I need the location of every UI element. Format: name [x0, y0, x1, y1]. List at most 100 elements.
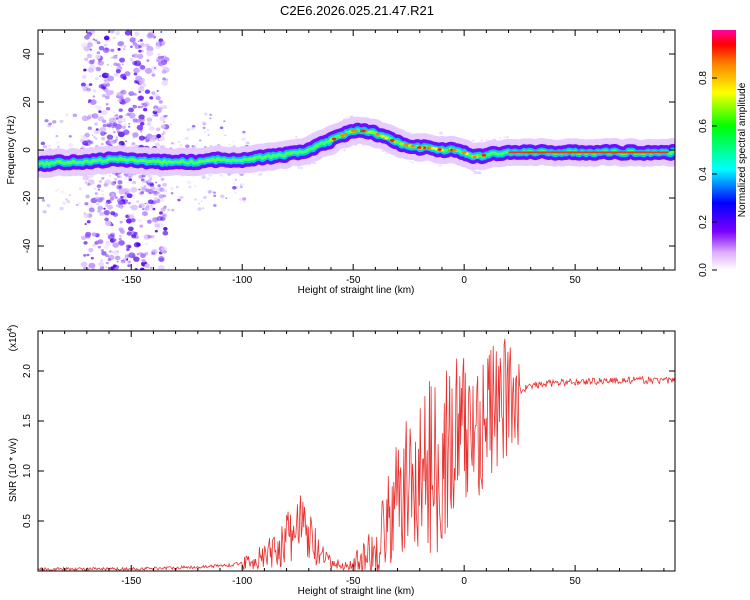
cloud-point [108, 117, 116, 124]
cloud-point [129, 58, 134, 62]
colorbar-tick-label: 0.4 [698, 167, 709, 181]
noise-point [170, 141, 174, 145]
cloud-point [127, 172, 134, 178]
noise-point [160, 144, 166, 148]
cloud-point [109, 193, 112, 196]
noise-point [82, 136, 87, 140]
cloud-point [137, 106, 141, 109]
noise-point [46, 204, 51, 208]
cloud-point [149, 177, 153, 180]
spectrogram-ytick-label: 0 [22, 147, 33, 153]
cloud-point [87, 143, 91, 146]
noise-point [89, 114, 94, 118]
noise-point [94, 122, 98, 126]
cloud-point [115, 256, 119, 259]
cloud-point [126, 193, 133, 199]
noise-point [128, 123, 131, 125]
cloud-point [162, 66, 167, 70]
cloud-point [103, 43, 108, 47]
noise-point [220, 194, 225, 199]
noise-point [149, 183, 155, 187]
noise-point [178, 206, 181, 209]
cloud-point [149, 205, 154, 209]
cloud-point [108, 175, 111, 177]
snr-panel: -150 -100 -50 0 50 0.5 1.0 1.5 2.0 Height of str… [7, 325, 676, 597]
cloud-point [89, 99, 97, 105]
cloud-point [110, 64, 113, 67]
cloud-point [145, 242, 148, 245]
cloud-point [124, 30, 132, 36]
cloud-point [85, 194, 90, 199]
cloud-point [144, 263, 150, 269]
cloud-point [160, 207, 166, 212]
noise-point [136, 200, 140, 203]
cloud-point [123, 48, 126, 51]
noise-point [60, 190, 65, 194]
cloud-point [153, 108, 158, 112]
noise-point [106, 123, 110, 127]
cloud-point [117, 117, 124, 124]
noise-point [55, 190, 58, 193]
noise-point [239, 183, 242, 185]
cloud-point [118, 240, 125, 246]
noise-point [224, 134, 227, 137]
cloud-point [151, 186, 156, 191]
noise-point [143, 136, 148, 140]
noise-point [225, 197, 228, 199]
cloud-point [150, 71, 154, 74]
cloud-point [146, 122, 152, 126]
cloud-point [109, 139, 116, 144]
halo-point [245, 141, 250, 145]
cloud-point [152, 35, 157, 39]
cloud-point [154, 223, 160, 228]
cloud-point [98, 110, 102, 113]
cloud-point [156, 215, 163, 221]
noise-point [170, 192, 174, 195]
svg-text:(x104): (x104) [7, 325, 19, 352]
ridge-peak [426, 146, 432, 150]
ridge-peak [157, 160, 162, 164]
noise-point [56, 188, 59, 191]
noise-point [79, 138, 85, 143]
spectrogram-ytick-label: 20 [22, 96, 33, 108]
cloud-point [140, 191, 144, 195]
cloud-point [106, 233, 109, 236]
colorbar-ticks: 0.0 0.2 0.4 0.6 0.8 [698, 71, 717, 277]
noise-point [59, 119, 64, 123]
cloud-point [137, 53, 144, 59]
noise-point [87, 126, 92, 130]
cloud-point [140, 42, 145, 46]
cloud-point [94, 39, 98, 42]
noise-point [48, 144, 51, 147]
cloud-point [99, 259, 103, 262]
noise-point [42, 145, 48, 149]
noise-point [94, 196, 99, 200]
cloud-point [124, 71, 131, 77]
halo-point [438, 164, 443, 168]
cloud-point [101, 142, 104, 146]
cloud-point [155, 44, 161, 50]
noise-point [200, 200, 203, 203]
ridge-peak [375, 132, 380, 136]
cloud-point [113, 62, 118, 67]
noise-point [232, 186, 237, 190]
cloud-point [98, 75, 102, 78]
cloud-point [102, 47, 110, 53]
cloud-point [105, 103, 109, 106]
colorbar: 0.0 0.2 0.4 0.6 0.8 Normalized spectral ampl… [698, 30, 748, 277]
cloud-point [145, 67, 153, 74]
halo-point [408, 160, 411, 163]
cloud-point [97, 209, 101, 213]
cloud-point [142, 102, 148, 108]
noise-point [201, 207, 205, 210]
cloud-point [115, 173, 119, 176]
cloud-point [162, 120, 166, 124]
noise-point [42, 210, 47, 214]
cloud-point [161, 213, 168, 218]
cloud-point [93, 129, 100, 135]
cloud-point [135, 130, 139, 134]
cloud-point [98, 60, 101, 63]
cloud-point [123, 45, 127, 48]
cloud-point [109, 191, 117, 198]
cloud-point [139, 105, 143, 109]
